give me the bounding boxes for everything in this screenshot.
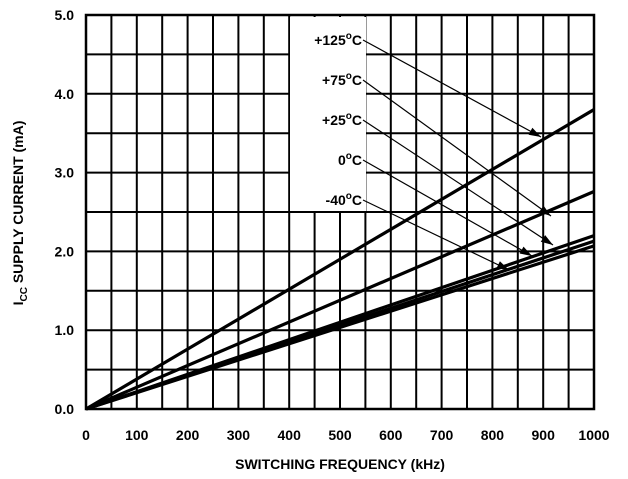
series-label-2: +25oC xyxy=(322,111,362,128)
x-tick-label: 100 xyxy=(125,427,149,443)
leader-line-3 xyxy=(362,159,533,257)
x-tick-label: 800 xyxy=(481,427,505,443)
y-tick-label: 4.0 xyxy=(55,86,75,102)
x-tick-labels: 0 100 200 300 400 500 600 700 800 900 1000 xyxy=(82,427,610,443)
y-tick-label: 3.0 xyxy=(55,165,75,181)
leader-line-0 xyxy=(362,39,542,138)
plot-frame xyxy=(84,13,596,411)
series-line-4 xyxy=(85,244,595,411)
x-tick-label: 1000 xyxy=(578,427,609,443)
x-tick-label: 200 xyxy=(176,427,200,443)
legend-background xyxy=(290,17,366,211)
x-tick-label: 400 xyxy=(278,427,302,443)
y-axis-title-rest: SUPPLY CURRENT (mA) xyxy=(10,121,26,287)
plot-border xyxy=(84,13,596,411)
leader-arrowhead-0 xyxy=(528,127,541,137)
y-axis-title: ICC SUPPLY CURRENT (mA) xyxy=(10,121,30,306)
x-tick-label: 500 xyxy=(328,427,352,443)
x-tick-label: 300 xyxy=(227,427,251,443)
y-tick-label: 2.0 xyxy=(55,243,75,259)
y-tick-label: 5.0 xyxy=(55,7,75,23)
leader-line-4 xyxy=(362,199,510,271)
leader-line-2 xyxy=(362,119,554,246)
x-axis-title: SWITCHING FREQUENCY (kHz) xyxy=(235,456,445,472)
y-tick-label: 0.0 xyxy=(55,401,75,417)
leader-arrowhead-2 xyxy=(540,235,553,245)
legend-box: +125oC +75oC +25oC 0oC -40oC xyxy=(290,17,554,271)
x-tick-label: 0 xyxy=(82,427,90,443)
leader-arrowhead-4 xyxy=(496,261,509,270)
leader-arrowhead-1 xyxy=(538,205,551,216)
series-lines xyxy=(85,108,595,411)
series-line-1 xyxy=(85,190,595,411)
series-line-0 xyxy=(85,108,595,411)
x-tick-label: 900 xyxy=(532,427,556,443)
y-axis-title-main: I xyxy=(10,302,26,306)
y-axis-title-sub: CC xyxy=(19,287,30,301)
leader-line-1 xyxy=(362,79,552,217)
series-label-4: -40oC xyxy=(326,191,362,208)
series-label-1: +75oC xyxy=(322,71,362,88)
series-label-0: +125oC xyxy=(314,31,362,48)
x-tick-label: 700 xyxy=(430,427,454,443)
x-tick-label: 600 xyxy=(379,427,403,443)
series-label-3: 0oC xyxy=(338,151,362,168)
y-tick-label: 1.0 xyxy=(55,322,75,338)
leader-arrowhead-3 xyxy=(519,246,532,256)
y-tick-labels: 0.0 1.0 2.0 3.0 4.0 5.0 xyxy=(55,7,75,417)
